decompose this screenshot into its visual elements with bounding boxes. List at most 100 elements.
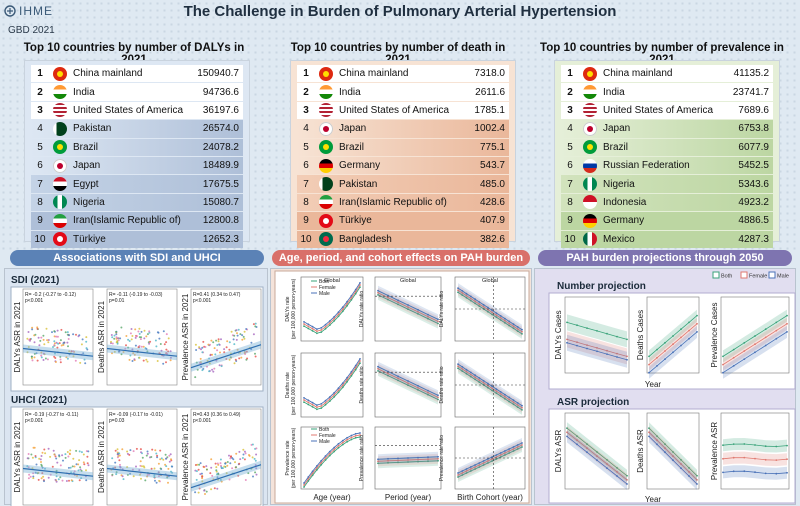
country-name: Germany (339, 160, 381, 172)
apc-point (516, 328, 519, 330)
gbd-label: GBD 2021 (8, 25, 55, 36)
country-name: China mainland (603, 68, 673, 80)
projection-plot-area (646, 296, 700, 374)
projection-point (722, 371, 724, 374)
scatter-point (160, 457, 163, 460)
scatter-point (165, 465, 168, 468)
apc-panel: Age (year) Period (year) Birth Cohort (yea… (270, 268, 532, 505)
scatter-point (75, 449, 78, 452)
scatter-point (133, 353, 136, 356)
apc-point (512, 448, 515, 450)
apc-point (320, 463, 323, 466)
scatter-point (155, 481, 158, 484)
projection-point (672, 451, 674, 453)
scatter-point (55, 457, 58, 460)
scatter-point (121, 475, 124, 478)
p-value: p<0.001 (193, 418, 211, 424)
apc-point (387, 374, 389, 377)
scatter-point (203, 489, 206, 492)
scatter-point (156, 454, 159, 457)
scatter-point (60, 328, 63, 331)
y-axis-label: DALYs ASR in 2021 (13, 301, 22, 373)
apc-point (491, 387, 493, 390)
apc-point (346, 376, 348, 379)
country-value: 17675.5 (202, 178, 239, 190)
projection-point (743, 456, 746, 459)
scatter-point (82, 453, 85, 456)
scatter-point (83, 358, 86, 361)
projection-point (626, 479, 628, 481)
apc-point (307, 476, 310, 478)
apc-point (499, 319, 502, 321)
flag-icon (583, 85, 597, 100)
scatter-point (70, 479, 73, 482)
scatter-point (71, 465, 74, 468)
flag-icon (53, 121, 67, 136)
scatter-point (208, 370, 211, 373)
rank: 9 (37, 215, 43, 227)
scatter-point (237, 328, 240, 331)
scatter-point (144, 479, 147, 482)
projection-point (775, 459, 778, 461)
apc-point (303, 399, 305, 401)
scatter-point (210, 466, 213, 469)
scatter-point (140, 477, 142, 480)
table-row: 7 Egypt 17675.5 (31, 175, 243, 193)
apc-point (495, 454, 498, 456)
apc-point (303, 321, 305, 323)
apc-point (474, 464, 476, 466)
scatter-point (54, 455, 57, 458)
projection-point (680, 344, 682, 347)
apc-point (303, 401, 305, 403)
projection-point (656, 348, 658, 351)
apc-point (324, 327, 327, 330)
apc-point (359, 434, 361, 436)
scatter-point (140, 451, 142, 454)
scatter-point (226, 464, 229, 467)
apc-point (487, 458, 489, 460)
scatter-point (243, 351, 246, 354)
scatter-point (217, 463, 220, 466)
apc-point (491, 458, 493, 460)
scatter-point (53, 340, 56, 343)
scatter-point (246, 357, 249, 360)
y-axis-label: Deaths rate ratio (439, 366, 445, 403)
table-row: 7 Nigeria 5343.6 (561, 175, 773, 193)
x-axis-label: Age (year) (313, 493, 351, 502)
apc-point (311, 325, 314, 328)
projection-point (626, 358, 628, 361)
scatter-point (218, 364, 221, 367)
projection-point (606, 349, 608, 352)
scatter-point (46, 339, 49, 342)
apc-point (359, 360, 361, 362)
apc-point (465, 292, 468, 295)
apc-point (417, 311, 419, 313)
projection-point (743, 443, 746, 445)
apc-point (487, 462, 489, 464)
apc-point (521, 406, 523, 409)
flag-icon (583, 213, 597, 228)
apc-point (354, 434, 357, 437)
apc-point (504, 395, 506, 398)
scatter-point (126, 473, 129, 476)
country-value: 12652.3 (202, 233, 239, 245)
apc-point (333, 396, 336, 398)
scatter-point (238, 462, 241, 465)
scatter-point (220, 365, 223, 368)
apc-point (346, 436, 348, 439)
table-row: 10 Türkiye 12652.3 (31, 230, 243, 248)
apc-point (457, 476, 459, 478)
apc-point (512, 327, 515, 330)
apc-point (461, 474, 464, 476)
flag-icon (53, 103, 67, 118)
scatter-point (111, 473, 114, 476)
table-dalys: 1 China mainland 150940.7 2 India 94736.6 3 Uni… (24, 60, 250, 248)
apc-point (457, 474, 459, 476)
scatter-point (156, 360, 159, 362)
apc-point (397, 377, 399, 380)
apc-point (407, 382, 409, 384)
scatter-point (170, 458, 172, 461)
scatter-point (171, 465, 174, 468)
flag-icon (319, 213, 333, 228)
